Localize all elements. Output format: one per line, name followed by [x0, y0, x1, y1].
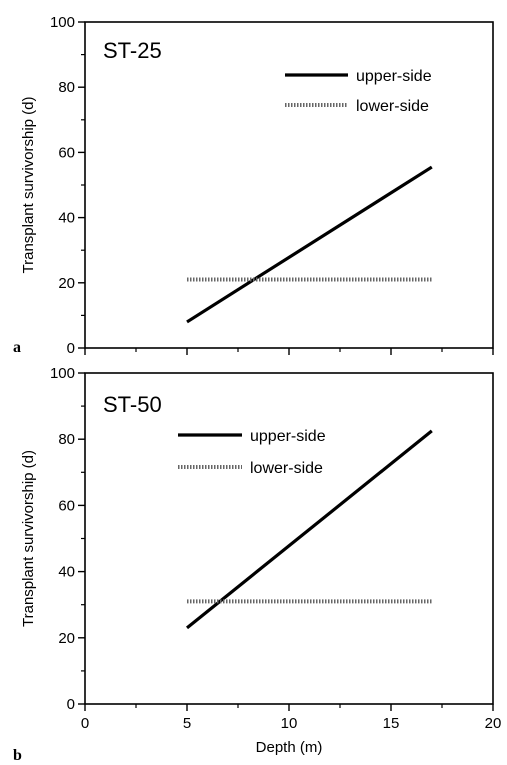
x-axis-label: Depth (m)	[256, 739, 323, 756]
y-tick-label: 20	[58, 630, 75, 647]
legend-label-lower-side: lower-side	[356, 98, 429, 115]
plot-frame	[84, 372, 494, 705]
y-axis-label: Transplant survivorship (d)	[20, 450, 37, 627]
x-tick-label: 15	[383, 715, 400, 732]
legend-label-lower-side: lower-side	[250, 460, 323, 477]
y-tick-label: 40	[58, 564, 75, 581]
y-tick-label: 0	[67, 340, 75, 357]
y-tick-label: 80	[58, 431, 75, 448]
y-tick-label: 20	[58, 275, 75, 292]
panel-title: ST-25	[103, 38, 162, 63]
y-tick-label: 100	[50, 365, 75, 382]
y-tick-label: 80	[58, 79, 75, 96]
x-tick-label: 0	[81, 715, 89, 732]
y-axis-label: Transplant survivorship (d)	[20, 96, 37, 273]
legend-label-upper-side: upper-side	[250, 428, 326, 445]
chart-panel-a: 0 20 40 60 80 100 Transplant survivorship (d) u…	[13, 14, 494, 357]
legend-label-upper-side: upper-side	[356, 68, 432, 85]
x-tick-label: 10	[281, 715, 298, 732]
x-tick-label: 5	[183, 715, 191, 732]
y-tick-label: 60	[58, 144, 75, 161]
chart-panel-b: 0 20 40 60 80 100 0 5 10 15 20 Transplant survivors…	[13, 365, 501, 764]
panel-letter: b	[13, 747, 22, 764]
x-tick-label: 20	[485, 715, 502, 732]
y-tick-label: 40	[58, 210, 75, 227]
y-tick-label: 100	[50, 14, 75, 31]
y-tick-label: 0	[67, 696, 75, 713]
series-line-upper-side	[185, 429, 433, 630]
y-tick-label: 60	[58, 497, 75, 514]
plot-frame	[84, 21, 494, 349]
panel-letter: a	[13, 339, 21, 356]
series-line-upper-side	[186, 165, 433, 324]
panel-title: ST-50	[103, 392, 162, 417]
